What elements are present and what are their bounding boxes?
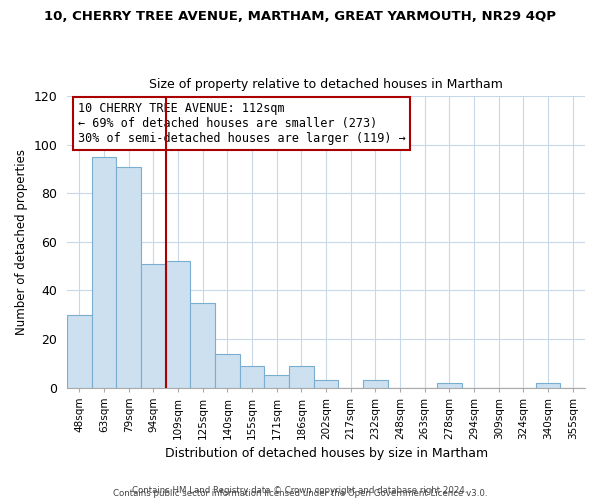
X-axis label: Distribution of detached houses by size in Martham: Distribution of detached houses by size … [164,447,488,460]
Title: Size of property relative to detached houses in Martham: Size of property relative to detached ho… [149,78,503,91]
Text: Contains HM Land Registry data © Crown copyright and database right 2024.: Contains HM Land Registry data © Crown c… [132,486,468,495]
Bar [363,380,388,388]
Text: 10 CHERRY TREE AVENUE: 112sqm
← 69% of detached houses are smaller (273)
30% of : 10 CHERRY TREE AVENUE: 112sqm ← 69% of d… [77,102,405,145]
Bar [92,157,116,388]
Bar [240,366,265,388]
Bar [141,264,166,388]
Bar [190,302,215,388]
Y-axis label: Number of detached properties: Number of detached properties [15,149,28,335]
Bar [215,354,240,388]
Bar [437,382,462,388]
Bar [166,262,190,388]
Text: 10, CHERRY TREE AVENUE, MARTHAM, GREAT YARMOUTH, NR29 4QP: 10, CHERRY TREE AVENUE, MARTHAM, GREAT Y… [44,10,556,23]
Bar [265,376,289,388]
Bar [289,366,314,388]
Text: Contains public sector information licensed under the Open Government Licence v3: Contains public sector information licen… [113,488,487,498]
Bar [116,166,141,388]
Bar [67,314,92,388]
Bar [314,380,338,388]
Bar [536,382,560,388]
